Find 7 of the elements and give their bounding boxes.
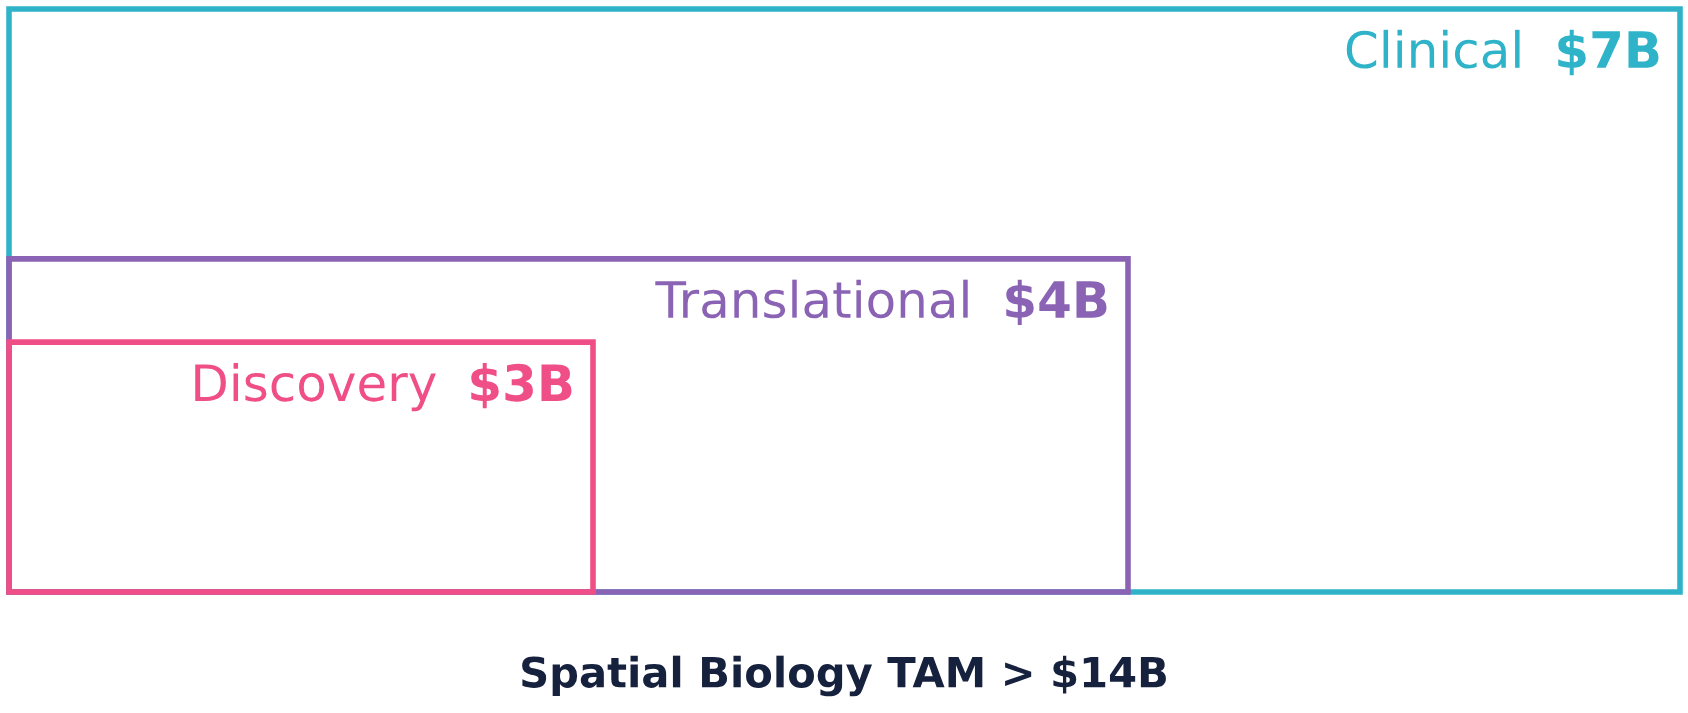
category-label: Discovery bbox=[195, 362, 436, 412]
data-label: $7B bbox=[1558, 29, 1659, 76]
data-label: $4B bbox=[1006, 279, 1107, 326]
category-label: Translational bbox=[655, 279, 968, 319]
category-label: Clinical bbox=[1346, 29, 1520, 69]
data-label: $3B bbox=[471, 362, 572, 409]
text: Spatial Biology TAM > $14B bbox=[522, 655, 1166, 697]
